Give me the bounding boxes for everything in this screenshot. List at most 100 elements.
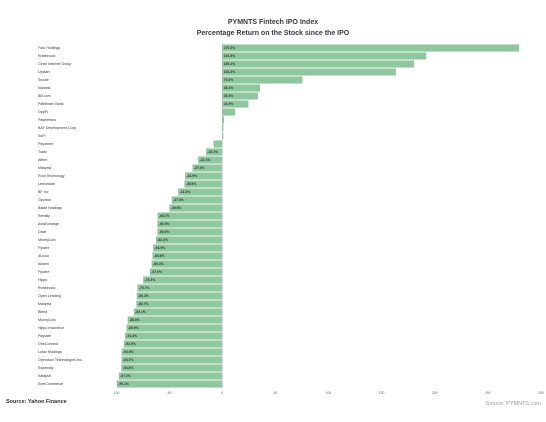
- category-label: BAY Development Corp.: [38, 126, 77, 130]
- category-label: Flywire: [38, 270, 49, 274]
- value-label: -99.1%: [118, 382, 129, 386]
- category-label: Circle Internet Group: [38, 62, 71, 66]
- value-label: -65.6%: [154, 254, 165, 258]
- value-label: 75.3%: [224, 78, 234, 82]
- category-label: Flywire: [38, 246, 49, 250]
- value-label: -60.7%: [159, 214, 170, 218]
- bar: [126, 324, 223, 332]
- value-label: -60.9%: [159, 230, 170, 234]
- category-label: Marqeta: [38, 166, 51, 170]
- x-tick-label: 200: [432, 391, 438, 395]
- category-label: Sezzle: [38, 78, 49, 82]
- value-label: -74.3%: [145, 278, 156, 282]
- value-label: -27.9%: [194, 166, 205, 170]
- category-label: Oportun: [38, 198, 51, 202]
- value-label: -34.9%: [186, 174, 197, 178]
- category-label: MoneyLion: [38, 238, 56, 242]
- value-label: -62.3%: [157, 238, 168, 242]
- category-label: Payoneer: [38, 142, 54, 146]
- bar: [121, 348, 223, 356]
- credit-note: Source: PYMNTS.com: [486, 401, 542, 407]
- bar: [222, 116, 224, 124]
- category-label: Open Lending: [38, 294, 61, 298]
- x-tick-label: 150: [379, 391, 385, 395]
- category-label: Toast: [38, 150, 47, 154]
- value-label: -80.7%: [138, 302, 149, 306]
- value-label: -64.9%: [154, 246, 165, 250]
- category-label: Paysafe: [38, 334, 51, 338]
- value-label: -89.9%: [128, 326, 139, 330]
- value-label: -60.9%: [159, 222, 170, 226]
- value-label: 35.4%: [224, 86, 234, 90]
- value-label: 33.5%: [224, 94, 234, 98]
- value-label: 163.3%: [224, 70, 236, 74]
- category-label: Upstart: [38, 70, 50, 74]
- value-label: -83.1%: [135, 310, 146, 314]
- bar: [125, 332, 223, 340]
- bar: [222, 60, 415, 68]
- value-label: -41.3%: [180, 190, 191, 194]
- category-label: MoneyLion: [38, 318, 56, 322]
- category-label: Lufax Holdings: [38, 350, 62, 354]
- category-label: dLocal: [38, 254, 49, 258]
- bar: [222, 68, 396, 76]
- category-label: Lemonade: [38, 182, 55, 186]
- bar: [222, 108, 236, 116]
- source-note: Source: Yahoo Finance: [6, 399, 67, 405]
- category-label: OppFi: [38, 110, 48, 114]
- category-label: Remitly: [38, 214, 50, 218]
- chart-title: PYMNTS Fintech IPO Index: [228, 19, 318, 26]
- x-tick-label: -50: [167, 391, 172, 395]
- category-labels-group: Futu Holdings Robinhood Circle Internet Gr…: [38, 46, 83, 386]
- value-label: -91.4%: [126, 334, 137, 338]
- bar: [136, 300, 223, 308]
- x-tick-label: 250: [485, 391, 491, 395]
- x-axis-ticks-group: -100 -50 0 50 100 150 200 250 300: [113, 391, 544, 395]
- value-label: 180.4%: [224, 62, 236, 66]
- value-label: 24.5%: [224, 102, 234, 106]
- value-label: -94.6%: [123, 350, 134, 354]
- category-label: EverCommerce: [38, 382, 63, 386]
- bars-group: [116, 44, 520, 388]
- x-tick-label: -100: [113, 391, 120, 395]
- category-label: Robinhood: [38, 54, 55, 58]
- category-label: Bill.com: [38, 94, 51, 98]
- value-label: -47.4%: [173, 198, 184, 202]
- value-label: -94.8%: [123, 366, 134, 370]
- value-label: -49.6%: [171, 206, 182, 210]
- category-label: Katapult: [38, 374, 51, 378]
- category-label: OneConnect: [38, 342, 58, 346]
- category-label: Nubank: [38, 86, 51, 90]
- chart-subtitle: Percentage Return on the Stock since the…: [197, 30, 350, 37]
- bar: [116, 380, 223, 388]
- category-label: Dave: [38, 230, 46, 234]
- category-label: Marqeta: [38, 302, 51, 306]
- value-label: 279.3%: [224, 46, 236, 50]
- value-label: -35.5%: [186, 182, 197, 186]
- category-label: Opendoor Technologies Inc.: [38, 358, 83, 362]
- value-label: 191.8%: [224, 54, 236, 58]
- value-label: -67.9%: [151, 270, 162, 274]
- bar: [136, 292, 223, 300]
- bar: [121, 364, 223, 372]
- category-label: Alkami: [38, 262, 49, 266]
- x-tick-label: 0: [221, 391, 223, 395]
- bar: [133, 308, 223, 316]
- value-label: -94.7%: [123, 358, 134, 362]
- category-label: BF Inc: [38, 190, 49, 194]
- value-label: -97.2%: [120, 374, 131, 378]
- category-label: Robinhood: [38, 286, 55, 290]
- bar: [222, 76, 303, 84]
- value-label: -15.1%: [207, 150, 218, 154]
- value-label: -79.7%: [139, 286, 150, 290]
- bar: [118, 372, 223, 380]
- category-label: Hippo Insurance: [38, 326, 64, 330]
- category-label: AvidXchange: [38, 222, 59, 226]
- x-tick-label: 100: [326, 391, 332, 395]
- value-label: -92.5%: [125, 342, 136, 346]
- category-label: Affirm: [38, 158, 47, 162]
- category-label: Blend: [38, 310, 47, 314]
- value-label: -66.3%: [153, 262, 164, 266]
- value-label: -22.4%: [200, 158, 211, 162]
